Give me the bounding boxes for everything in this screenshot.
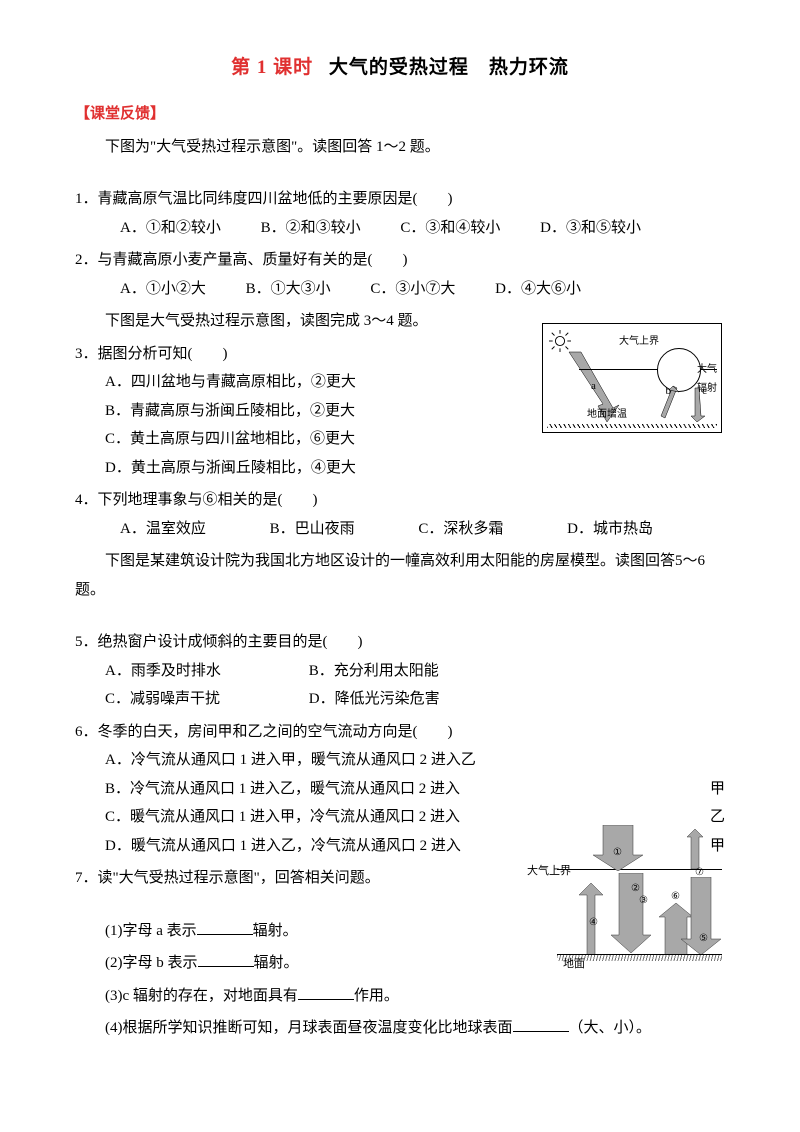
question-7-sub3: (3)c 辐射的存在，对地面具有作用。 xyxy=(75,982,725,1011)
option-b: B．充分利用太阳能 xyxy=(309,657,509,686)
label-b: b xyxy=(666,381,672,402)
question-4-options: A．温室效应 B．巴山夜雨 C．深秋多霜 D．城市热岛 xyxy=(75,515,725,544)
question-5: 5．绝热窗户设计成倾斜的主要目的是( ) A．雨季及时排水 B．充分利用太阳能 … xyxy=(75,628,725,714)
option-d: D．降低光污染危害 xyxy=(309,685,509,714)
sun-icon xyxy=(549,330,571,352)
option-a: A．①小②大 xyxy=(120,275,206,304)
label-6: ⑥ xyxy=(671,887,680,906)
option-c: C．③和④较小 xyxy=(400,214,500,243)
diagram-1: 大气上界 大气辐射 a b c 地面增温 xyxy=(542,323,722,433)
question-5-options: A．雨季及时排水 B．充分利用太阳能 C．减弱噪声干扰 D．降低光污染危害 xyxy=(75,657,725,714)
intro-text-3: 下图是某建筑设计院为我国北方地区设计的一幢高效利用太阳能的房屋模型。读图回答5～… xyxy=(75,547,725,604)
question-5-stem: 5．绝热窗户设计成倾斜的主要目的是( ) xyxy=(75,628,725,657)
blank-3[interactable] xyxy=(298,985,354,1000)
page-title: 第 1 课时 大气的受热过程 热力环流 xyxy=(75,50,725,86)
ground-line xyxy=(547,424,717,428)
option-d: D．城市热岛 xyxy=(567,515,653,544)
intro-text-1: 下图为"大气受热过程示意图"。读图回答 1～2 题。 xyxy=(75,133,725,162)
lesson-topic: 大气的受热过程 热力环流 xyxy=(329,57,569,78)
option-a: A．①和②较小 xyxy=(120,214,221,243)
option-c: C．③小⑦大 xyxy=(370,275,455,304)
blank-4[interactable] xyxy=(513,1017,569,1032)
option-a: A．温室效应 xyxy=(120,515,206,544)
question-6-stem: 6．冬季的白天，房间甲和乙之间的空气流动方向是( ) xyxy=(75,718,725,747)
question-1-stem: 1．青藏高原气温比同纬度四川盆地低的主要原因是( ) xyxy=(75,185,725,214)
section-header: 【课堂反馈】 xyxy=(75,100,725,129)
lesson-number: 第 1 课时 xyxy=(231,57,313,78)
option-b: B．巴山夜雨 xyxy=(270,515,355,544)
option-c: C．深秋多霜 xyxy=(418,515,503,544)
option-b: B．冷气流从通风口 1 进入乙，暖气流从通风口 2 进入甲 xyxy=(75,775,725,804)
question-1-options: A．①和②较小 B．②和③较小 C．③和④较小 D．③和⑤较小 xyxy=(75,214,725,243)
atm-boundary-label: 大气上界 xyxy=(527,861,571,882)
diagram-2: 大气上界 ① ② ③ ④ ⑤ ⑥ ⑦ 地面 xyxy=(527,825,722,975)
option-d: D．③和⑤较小 xyxy=(540,214,641,243)
option-d: D．④大⑥小 xyxy=(495,275,581,304)
label-5: ⑤ xyxy=(699,929,708,948)
label-7: ⑦ xyxy=(695,863,704,882)
option-d: D．黄土高原与浙闽丘陵相比，④更大 xyxy=(75,454,725,483)
label-3: ③ xyxy=(639,891,648,910)
question-4-stem: 4．下列地理事象与⑥相关的是( ) xyxy=(75,486,725,515)
ground-label: 地面 xyxy=(563,954,585,975)
question-2: 2．与青藏高原小麦产量高、质量好有关的是( ) A．①小②大 B．①大③小 C．… xyxy=(75,246,725,303)
question-7-sub4: (4)根据所学知识推断可知，月球表面昼夜温度变化比地球表面（大、小）。 xyxy=(75,1014,725,1043)
blank-1[interactable] xyxy=(197,920,253,935)
label-c: c xyxy=(702,381,707,402)
question-4: 4．下列地理事象与⑥相关的是( ) A．温室效应 B．巴山夜雨 C．深秋多霜 D… xyxy=(75,486,725,543)
option-c: C．减弱噪声干扰 xyxy=(105,685,305,714)
atm-boundary-label: 大气上界 xyxy=(619,332,659,351)
question-1: 1．青藏高原气温比同纬度四川盆地低的主要原因是( ) A．①和②较小 B．②和③… xyxy=(75,185,725,242)
question-2-options: A．①小②大 B．①大③小 C．③小⑦大 D．④大⑥小 xyxy=(75,275,725,304)
option-a: A．雨季及时排水 xyxy=(105,657,305,686)
option-a: A．冷气流从通风口 1 进入甲，暖气流从通风口 2 进入乙 xyxy=(75,746,725,775)
blank-2[interactable] xyxy=(198,952,254,967)
option-b: B．①大③小 xyxy=(246,275,331,304)
option-b: B．②和③较小 xyxy=(261,214,361,243)
label-1: ① xyxy=(613,843,622,862)
ground-label: 地面增温 xyxy=(587,405,627,424)
label-4: ④ xyxy=(589,913,598,932)
label-a: a xyxy=(591,376,596,397)
question-2-stem: 2．与青藏高原小麦产量高、质量好有关的是( ) xyxy=(75,246,725,275)
